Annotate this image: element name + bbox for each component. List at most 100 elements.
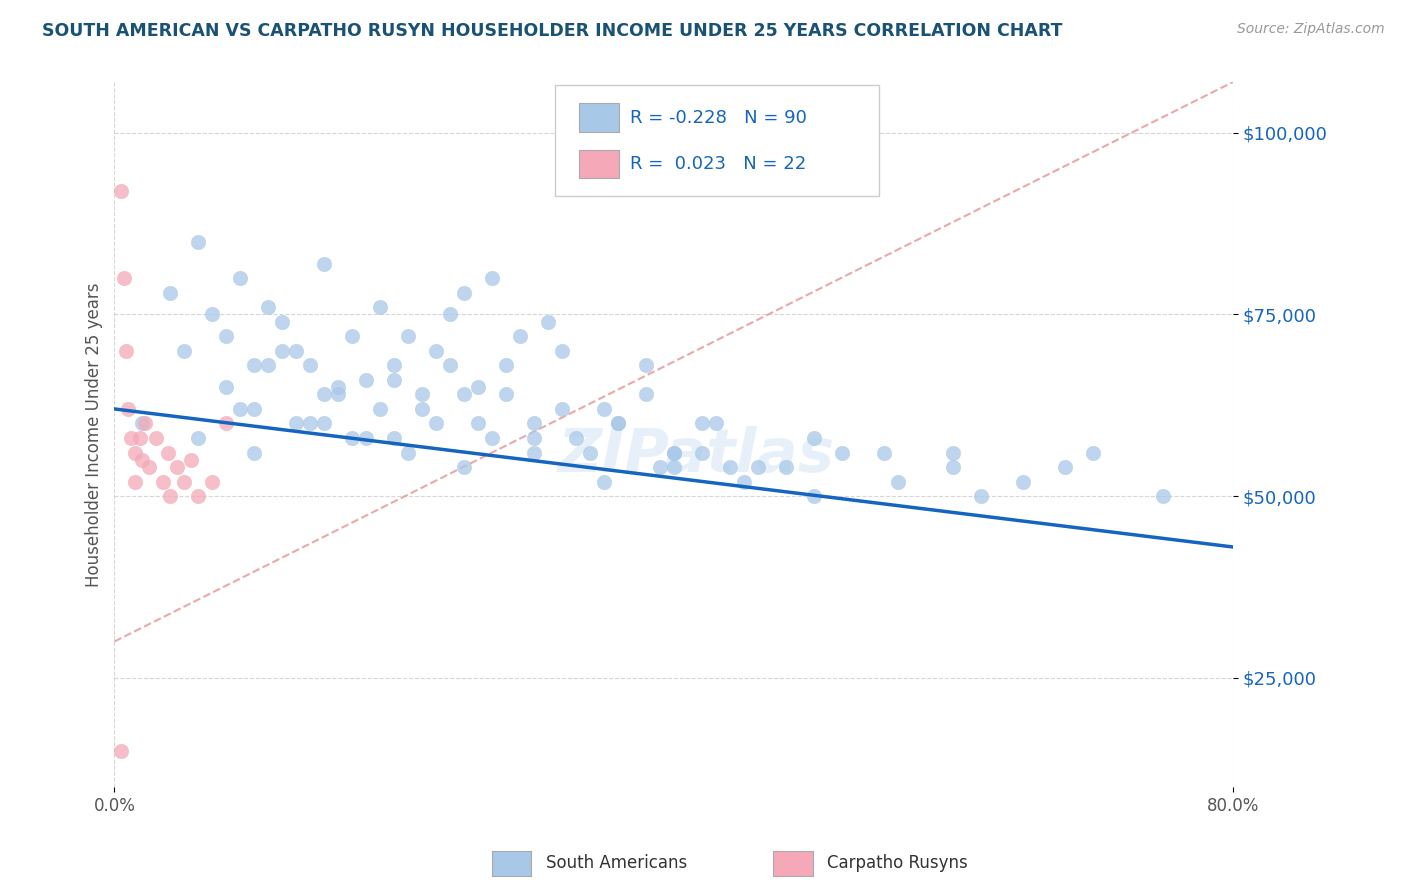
Point (110, 743, 132, 757)
Point (606, 417, 628, 431)
Text: South Americans: South Americans (546, 855, 686, 872)
Point (481, 271, 503, 285)
Point (425, 417, 447, 431)
Point (328, 380, 350, 394)
Point (523, 431, 546, 445)
Point (173, 475, 195, 489)
Point (120, 431, 142, 445)
Point (299, 359, 322, 373)
Point (340, 431, 363, 445)
Point (243, 359, 266, 373)
Point (606, 417, 628, 431)
Point (159, 285, 181, 300)
Point (592, 475, 614, 489)
Point (382, 359, 405, 373)
Point (354, 431, 377, 445)
Point (271, 315, 294, 329)
Point (551, 343, 574, 358)
Point (396, 329, 419, 343)
Point (166, 460, 188, 475)
Point (803, 431, 825, 445)
Point (340, 329, 363, 343)
Text: R = -0.228   N = 90: R = -0.228 N = 90 (630, 109, 807, 127)
Point (495, 387, 517, 401)
Point (872, 445, 894, 459)
Point (328, 387, 350, 401)
Point (551, 401, 574, 416)
Point (152, 475, 174, 489)
Point (382, 431, 405, 445)
Point (634, 359, 657, 373)
Point (382, 373, 405, 387)
Point (201, 308, 224, 322)
Point (257, 300, 280, 314)
Point (1054, 460, 1077, 475)
Point (180, 452, 202, 467)
Point (537, 315, 560, 329)
Point (138, 460, 160, 475)
Point (803, 489, 825, 503)
Point (110, 184, 132, 198)
Point (970, 489, 993, 503)
Point (565, 431, 588, 445)
Point (523, 445, 546, 459)
Point (257, 359, 280, 373)
Point (187, 489, 209, 503)
Point (662, 445, 685, 459)
Point (128, 431, 150, 445)
Point (495, 359, 517, 373)
Point (134, 417, 156, 431)
Point (509, 329, 531, 343)
Point (285, 343, 308, 358)
Point (187, 235, 209, 249)
Point (243, 401, 266, 416)
Point (173, 343, 195, 358)
Text: R =  0.023   N = 22: R = 0.023 N = 22 (630, 155, 806, 173)
Point (690, 417, 713, 431)
Point (718, 460, 741, 475)
Point (215, 380, 238, 394)
Point (1012, 475, 1035, 489)
Point (775, 460, 797, 475)
Point (299, 417, 322, 431)
Point (124, 475, 146, 489)
Point (131, 417, 153, 431)
Point (159, 489, 181, 503)
Point (285, 417, 308, 431)
Point (439, 308, 461, 322)
Point (243, 445, 266, 459)
Point (453, 285, 475, 300)
Point (634, 387, 657, 401)
Point (662, 460, 685, 475)
Point (354, 373, 377, 387)
Point (690, 445, 713, 459)
Point (368, 300, 391, 314)
Point (368, 401, 391, 416)
Point (314, 256, 336, 270)
Point (662, 445, 685, 459)
Point (117, 401, 139, 416)
Point (747, 460, 769, 475)
Point (942, 445, 965, 459)
Y-axis label: Householder Income Under 25 years: Householder Income Under 25 years (86, 282, 103, 587)
Text: Carpatho Rusyns: Carpatho Rusyns (827, 855, 967, 872)
Point (201, 475, 224, 489)
Point (467, 417, 489, 431)
Text: Source: ZipAtlas.com: Source: ZipAtlas.com (1237, 22, 1385, 37)
Point (453, 387, 475, 401)
Point (156, 445, 179, 459)
Point (1152, 489, 1174, 503)
Point (453, 460, 475, 475)
Point (215, 329, 238, 343)
Point (124, 445, 146, 459)
Point (411, 401, 433, 416)
Point (314, 387, 336, 401)
Point (229, 401, 252, 416)
Point (1083, 445, 1105, 459)
Point (396, 445, 419, 459)
Point (592, 401, 614, 416)
Point (579, 445, 602, 459)
Text: ZIPatlas: ZIPatlas (558, 426, 835, 485)
Text: SOUTH AMERICAN VS CARPATHO RUSYN HOUSEHOLDER INCOME UNDER 25 YEARS CORRELATION C: SOUTH AMERICAN VS CARPATHO RUSYN HOUSEHO… (42, 22, 1063, 40)
Point (114, 343, 136, 358)
